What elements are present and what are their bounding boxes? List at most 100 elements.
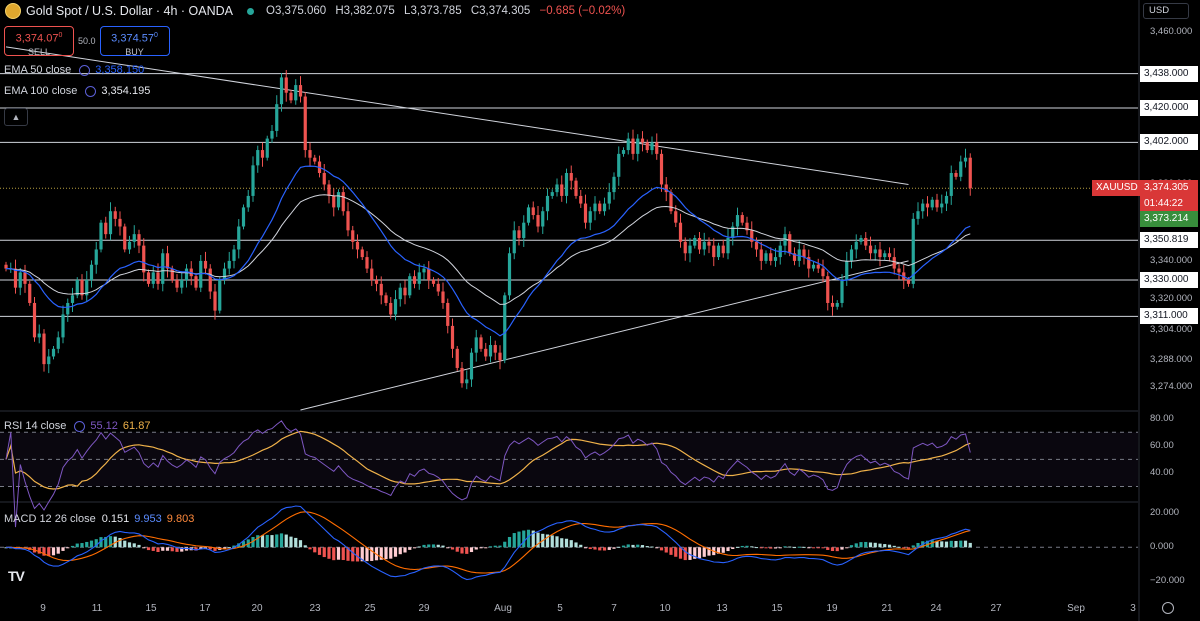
candle-body <box>583 203 588 223</box>
candle-body <box>336 192 341 208</box>
macd-histogram-bar <box>251 536 255 548</box>
macd-histogram-bar <box>930 540 934 548</box>
candle-body <box>370 268 374 281</box>
rsi-tick-label: 60.00 <box>1150 439 1174 451</box>
rsi-legend[interactable]: RSI 14 close 55.12 61.87 <box>4 420 151 432</box>
macd-histogram-bar <box>203 547 208 549</box>
macd-histogram-bar <box>797 546 801 548</box>
macd-histogram-bar <box>427 544 431 548</box>
candle-body <box>612 176 616 193</box>
visibility-eye-icon[interactable] <box>74 420 86 432</box>
macd-histogram-bar <box>897 546 901 548</box>
macd-histogram-bar <box>298 540 303 548</box>
macd-histogram-bar <box>602 547 607 551</box>
ohlc-values: O3,375.060 H3,382.075 L3,373.785 C3,374.… <box>266 5 626 17</box>
candle-body <box>498 352 502 361</box>
candle-body <box>412 276 417 284</box>
macd-histogram-bar <box>123 540 127 548</box>
macd-histogram-bar <box>436 544 440 548</box>
tradingview-logo: TV <box>8 568 25 584</box>
candle-body <box>645 142 649 151</box>
candle-body <box>569 172 573 181</box>
buy-button[interactable]: 3,374.570 BUY <box>99 26 170 57</box>
candle-body <box>873 249 877 254</box>
macd-histogram-bar <box>517 531 521 548</box>
settings-icon[interactable] <box>1162 602 1174 614</box>
visibility-eye-icon[interactable] <box>85 85 97 97</box>
macd-histogram-bar <box>707 547 711 556</box>
candle-body <box>484 348 488 357</box>
chevron-up-icon: ▲ <box>11 112 21 122</box>
macd-histogram-bar <box>769 547 773 549</box>
macd-histogram-bar <box>222 547 227 549</box>
candle-body <box>322 172 326 185</box>
macd-histogram-bar <box>422 544 426 548</box>
candle-body <box>203 260 208 269</box>
candle-body <box>593 203 597 212</box>
macd-histogram-bar <box>450 547 455 550</box>
macd-histogram-bar <box>617 546 621 548</box>
macd-histogram-bar <box>341 547 345 561</box>
time-axis-label: 10 <box>659 603 671 614</box>
price-tick-label: 3,340.000 <box>1150 254 1193 266</box>
time-axis-label: 29 <box>418 603 430 614</box>
candle-body <box>408 276 412 296</box>
ema100-legend[interactable]: EMA 100 close 3,354.195 <box>4 85 151 97</box>
candle-body <box>735 215 740 227</box>
macd-histogram-bar <box>726 547 730 552</box>
candle-body <box>621 150 626 154</box>
macd-histogram-bar <box>954 540 958 548</box>
macd-histogram-bar <box>503 541 507 548</box>
candle-body <box>165 253 170 269</box>
collapse-legend-button[interactable]: ▲ <box>4 108 28 126</box>
macd-histogram-bar <box>840 547 844 550</box>
macd-histogram-bar <box>431 544 436 548</box>
ema50-legend[interactable]: EMA 50 close 3,358.150 <box>4 64 145 76</box>
macd-histogram-bar <box>275 534 279 548</box>
macd-histogram-bar <box>816 547 820 549</box>
candle-body <box>807 257 811 269</box>
candle-body <box>669 192 673 212</box>
macd-histogram-bar <box>51 547 56 556</box>
macd-histogram-bar <box>99 537 103 548</box>
candle-body <box>588 211 592 223</box>
sell-button[interactable]: 3,374.070 SELL <box>4 26 74 57</box>
macd-histogram-bar <box>94 539 98 548</box>
visibility-eye-icon[interactable] <box>79 64 91 76</box>
candle-body <box>816 264 820 269</box>
currency-selector[interactable]: USD <box>1143 3 1189 19</box>
candle-body <box>279 77 284 105</box>
macd-histogram-bar <box>716 547 721 554</box>
macd-histogram-bar <box>792 547 797 549</box>
macd-histogram-bar <box>560 538 564 548</box>
macd-histogram-bar <box>175 547 179 552</box>
candle-body <box>845 260 849 281</box>
candle-body <box>441 291 445 303</box>
candle-body <box>968 157 972 189</box>
candle-body <box>275 104 279 131</box>
macd-histogram-bar <box>887 544 892 548</box>
candle-body <box>180 280 184 288</box>
bar-countdown: 01:44:22 <box>1140 196 1198 213</box>
macd-histogram-bar <box>142 547 146 549</box>
macd-histogram-bar <box>693 547 697 559</box>
macd-histogram-bar <box>916 542 920 548</box>
macd-legend[interactable]: MACD 12 26 close 0.151 9.953 9.803 <box>4 513 195 525</box>
symbol-title[interactable]: Gold Spot / U.S. Dollar · 4h · OANDA <box>26 4 234 18</box>
candle-body <box>626 138 630 151</box>
candle-body <box>940 203 944 208</box>
candle-body <box>260 150 265 158</box>
candle-body <box>284 77 288 93</box>
candle-body <box>474 337 478 353</box>
macd-histogram-bar <box>783 546 787 548</box>
macd-histogram-bar <box>441 545 445 548</box>
candle-body <box>18 272 22 288</box>
macd-histogram-bar <box>906 547 911 549</box>
macd-histogram-bar <box>621 545 626 548</box>
candle-body <box>721 245 725 254</box>
symbol-tag: XAUUSD <box>1092 180 1140 197</box>
candle-body <box>303 96 307 151</box>
candle-body <box>640 138 645 143</box>
macd-histogram-bar <box>89 540 94 548</box>
